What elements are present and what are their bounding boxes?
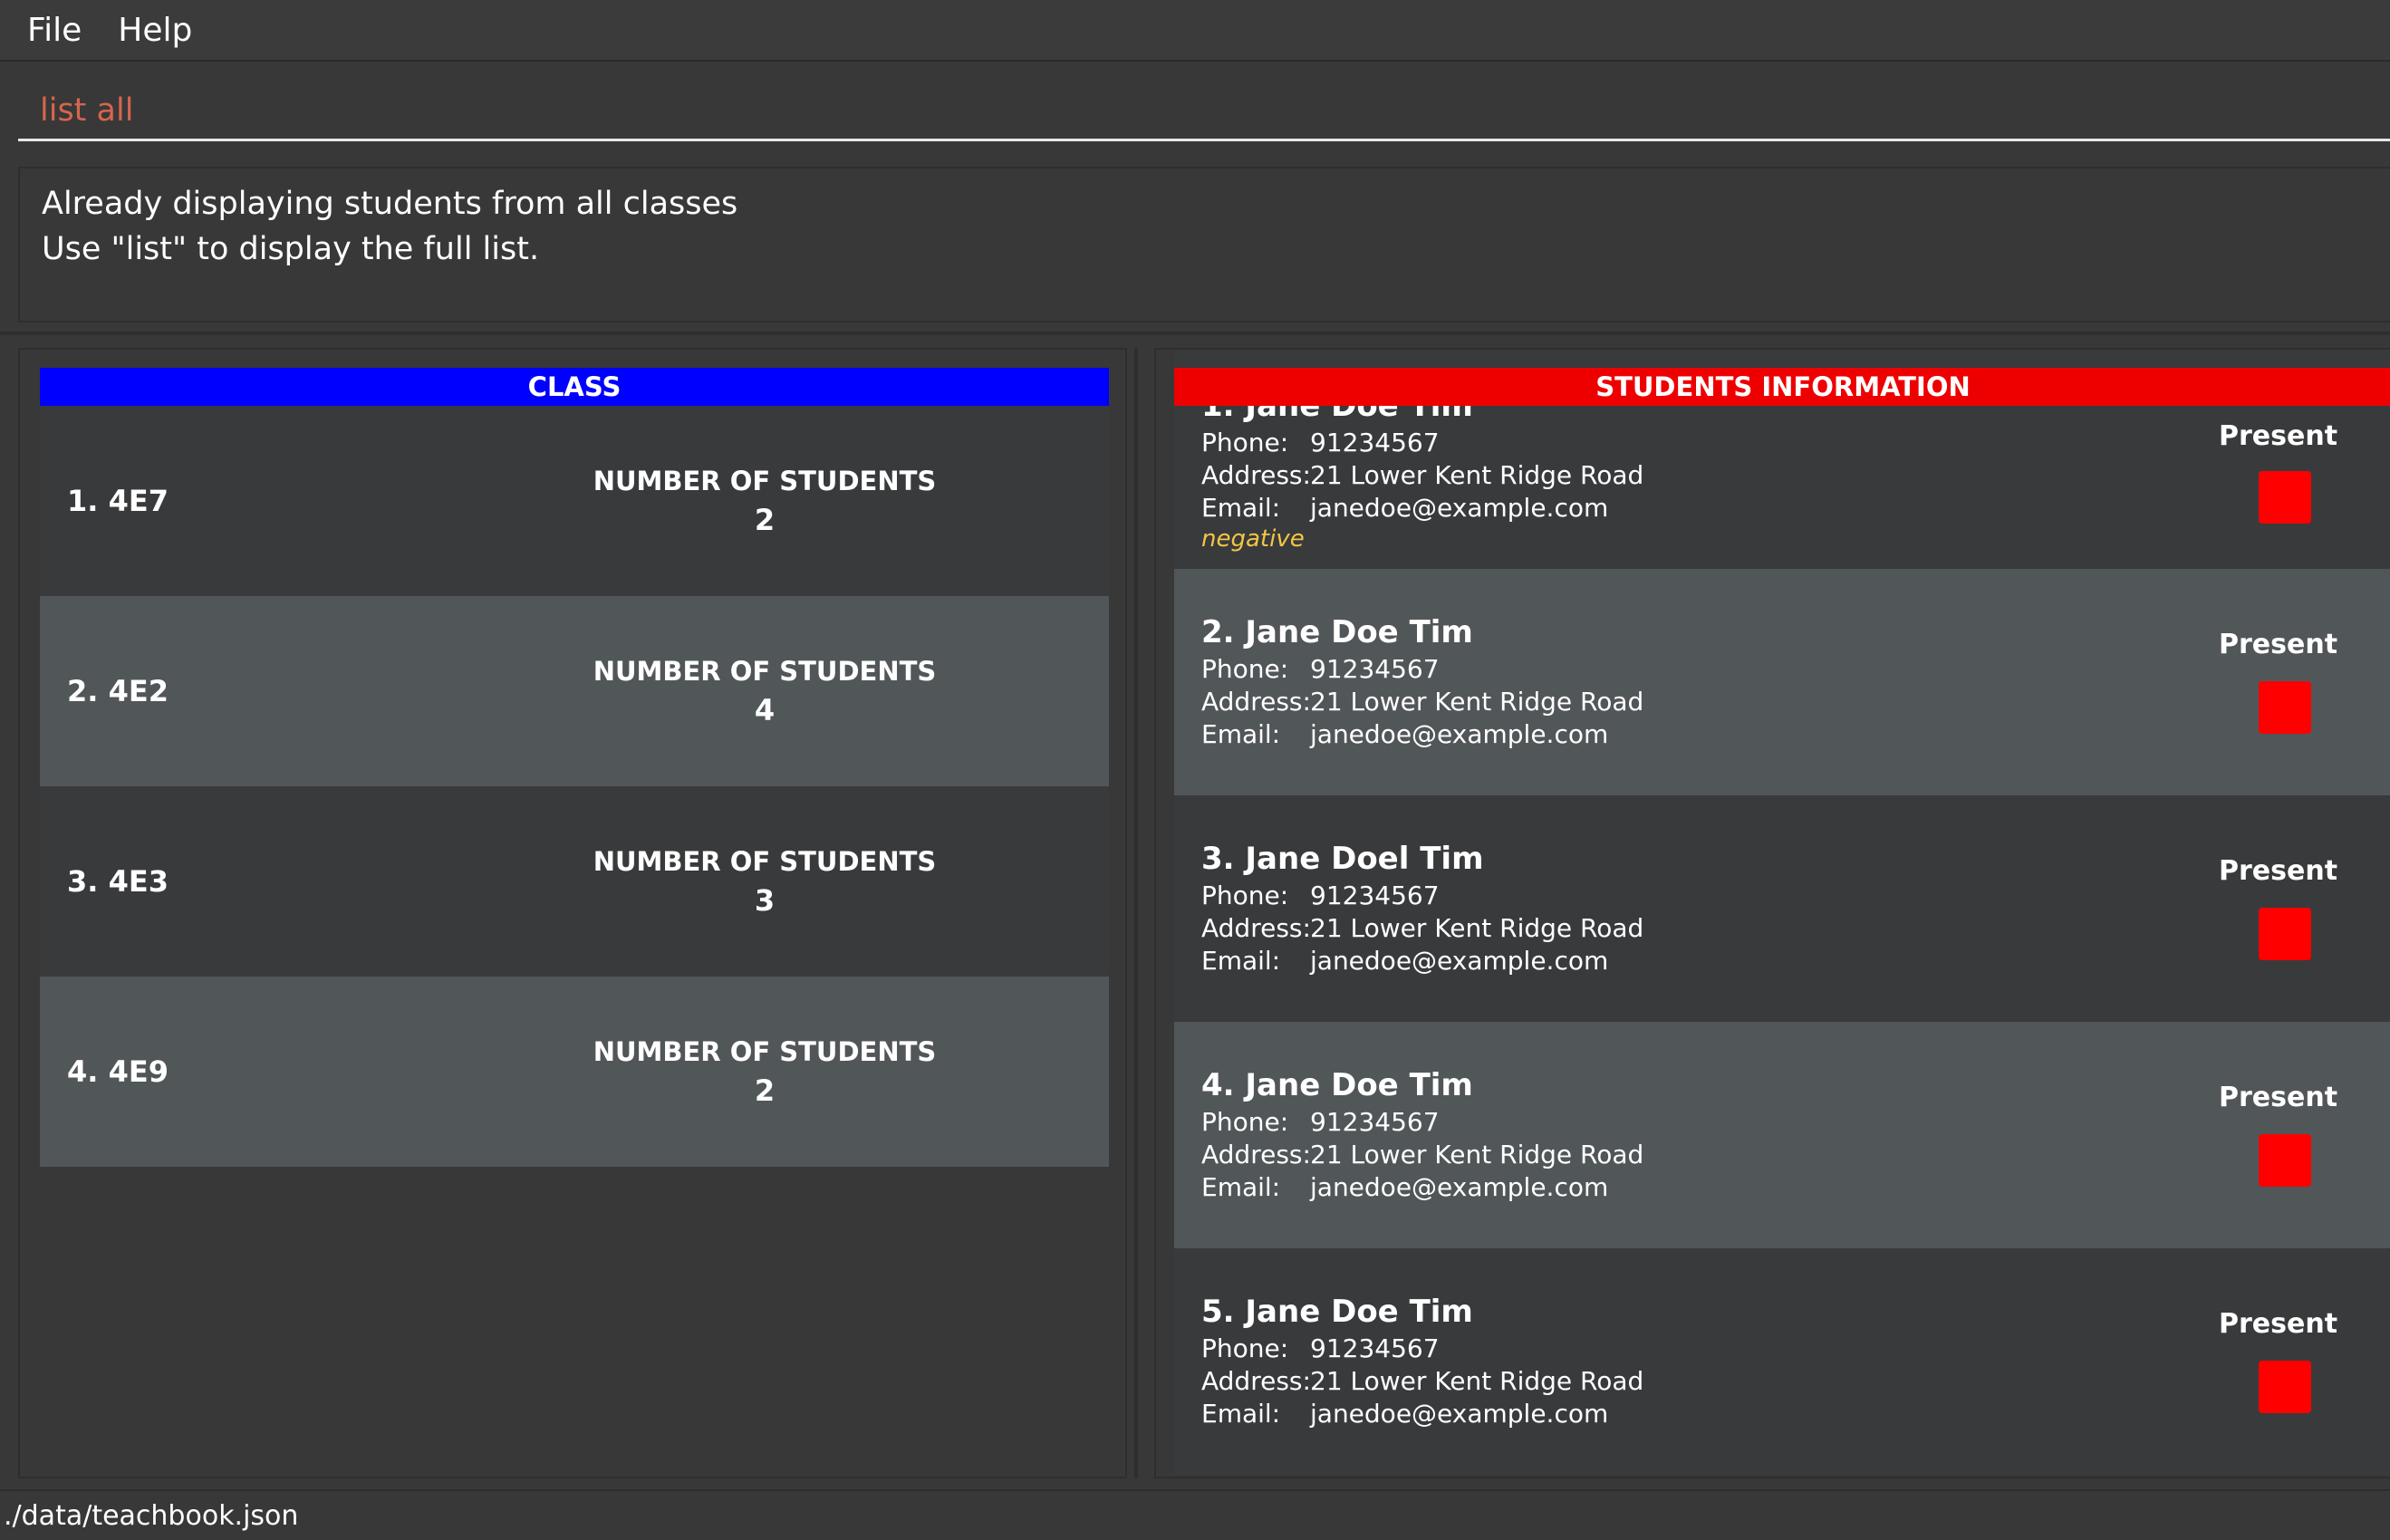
email-label: Email:: [1201, 1172, 1281, 1202]
phone-label: Phone:: [1201, 654, 1289, 684]
student-count-value: 2: [754, 503, 776, 537]
student-count-label: NUMBER OF STUDENTS: [593, 656, 937, 687]
class-card[interactable]: 1. 4E7 NUMBER OF STUDENTS 2: [40, 406, 1109, 596]
student-tag: negative: [1201, 525, 1305, 553]
present-label: Present: [2219, 855, 2338, 887]
present-label: Present: [2219, 629, 2338, 660]
student-email: janedoe@example.com: [1310, 1172, 1609, 1202]
student-name: 3. Jane Doel Tim: [1201, 841, 1484, 877]
student-phone: 91234567: [1310, 1107, 1440, 1137]
class-name: 2. 4E2: [67, 674, 169, 708]
menu-bar: File Help: [0, 0, 2390, 62]
class-name: 1. 4E7: [67, 484, 169, 518]
student-address: 21 Lower Kent Ridge Road: [1310, 913, 1644, 943]
result-display: Already displaying students from all cla…: [18, 167, 2390, 322]
attendance-checkbox[interactable]: [2259, 1361, 2311, 1413]
student-count-label: NUMBER OF STUDENTS: [593, 1036, 937, 1067]
menu-help[interactable]: Help: [118, 11, 193, 49]
phone-label: Phone:: [1201, 428, 1289, 457]
attendance-checkbox[interactable]: [2259, 681, 2311, 734]
address-label: Address:: [1201, 913, 1311, 943]
student-card[interactable]: 2. Jane Doe Tim Phone: 91234567 Address: 2…: [1174, 569, 2390, 795]
class-card[interactable]: 3. 4E3 NUMBER OF STUDENTS 3: [40, 786, 1109, 977]
student-email: janedoe@example.com: [1310, 1399, 1609, 1429]
address-label: Address:: [1201, 1140, 1311, 1169]
student-email: janedoe@example.com: [1310, 493, 1609, 523]
attendance-checkbox[interactable]: [2259, 1134, 2311, 1187]
student-phone: 91234567: [1310, 654, 1440, 684]
result-line-1: Already displaying students from all cla…: [42, 186, 738, 222]
attendance-checkbox[interactable]: [2259, 471, 2311, 524]
student-email: janedoe@example.com: [1310, 946, 1609, 976]
class-name: 3. 4E3: [67, 864, 169, 899]
class-list-panel[interactable]: CLASS 1. 4E7 NUMBER OF STUDENTS 2 2. 4E2…: [18, 348, 1127, 1478]
data-file-path: ./data/teachbook.json: [4, 1499, 299, 1532]
phone-label: Phone:: [1201, 881, 1289, 910]
address-label: Address:: [1201, 460, 1311, 490]
student-card[interactable]: 3. Jane Doel Tim Phone: 91234567 Address:…: [1174, 795, 2390, 1022]
student-address: 21 Lower Kent Ridge Road: [1310, 687, 1644, 717]
student-card[interactable]: 5. Jane Doe Tim Phone: 91234567 Address: 2…: [1174, 1248, 2390, 1475]
student-card[interactable]: 4. Jane Doe Tim Phone: 91234567 Address: 2…: [1174, 1022, 2390, 1248]
present-label: Present: [2219, 420, 2338, 452]
student-address: 21 Lower Kent Ridge Road: [1310, 460, 1644, 490]
student-count-label: NUMBER OF STUDENTS: [593, 846, 937, 877]
phone-label: Phone:: [1201, 1107, 1289, 1137]
status-bar: ./data/teachbook.json: [0, 1489, 2390, 1540]
address-label: Address:: [1201, 687, 1311, 717]
student-panel-header: STUDENTS INFORMATION: [1174, 368, 2390, 406]
separator: [0, 332, 2390, 335]
class-card[interactable]: 2. 4E2 NUMBER OF STUDENTS 4: [40, 596, 1109, 786]
student-list-panel[interactable]: STUDENTS INFORMATION 1. Jane Doe Tim Pho…: [1154, 348, 2390, 1478]
email-label: Email:: [1201, 1399, 1281, 1429]
student-email: janedoe@example.com: [1310, 719, 1609, 749]
command-input[interactable]: [18, 82, 2390, 141]
student-count-value: 2: [754, 1073, 776, 1108]
email-label: Email:: [1201, 946, 1281, 976]
command-area: [0, 63, 2390, 154]
student-name: 2. Jane Doe Tim: [1201, 614, 1473, 650]
student-phone: 91234567: [1310, 1333, 1440, 1363]
menu-file[interactable]: File: [27, 11, 82, 49]
class-panel-header: CLASS: [40, 368, 1109, 406]
student-name: 5. Jane Doe Tim: [1201, 1294, 1473, 1330]
email-label: Email:: [1201, 493, 1281, 523]
phone-label: Phone:: [1201, 1333, 1289, 1363]
student-address: 21 Lower Kent Ridge Road: [1310, 1140, 1644, 1169]
class-card[interactable]: 4. 4E9 NUMBER OF STUDENTS 2: [40, 977, 1109, 1167]
student-phone: 91234567: [1310, 881, 1440, 910]
student-phone: 91234567: [1310, 428, 1440, 457]
present-label: Present: [2219, 1082, 2338, 1113]
panel-divider[interactable]: [1134, 348, 1138, 1478]
address-label: Address:: [1201, 1366, 1311, 1396]
student-count-label: NUMBER OF STUDENTS: [593, 466, 937, 496]
student-name: 4. Jane Doe Tim: [1201, 1067, 1473, 1103]
present-label: Present: [2219, 1308, 2338, 1340]
attendance-checkbox[interactable]: [2259, 908, 2311, 960]
student-count-value: 4: [754, 693, 776, 727]
email-label: Email:: [1201, 719, 1281, 749]
result-line-2: Use "list" to display the full list.: [42, 231, 540, 267]
student-address: 21 Lower Kent Ridge Road: [1310, 1366, 1644, 1396]
class-name: 4. 4E9: [67, 1054, 169, 1089]
student-count-value: 3: [754, 883, 776, 918]
